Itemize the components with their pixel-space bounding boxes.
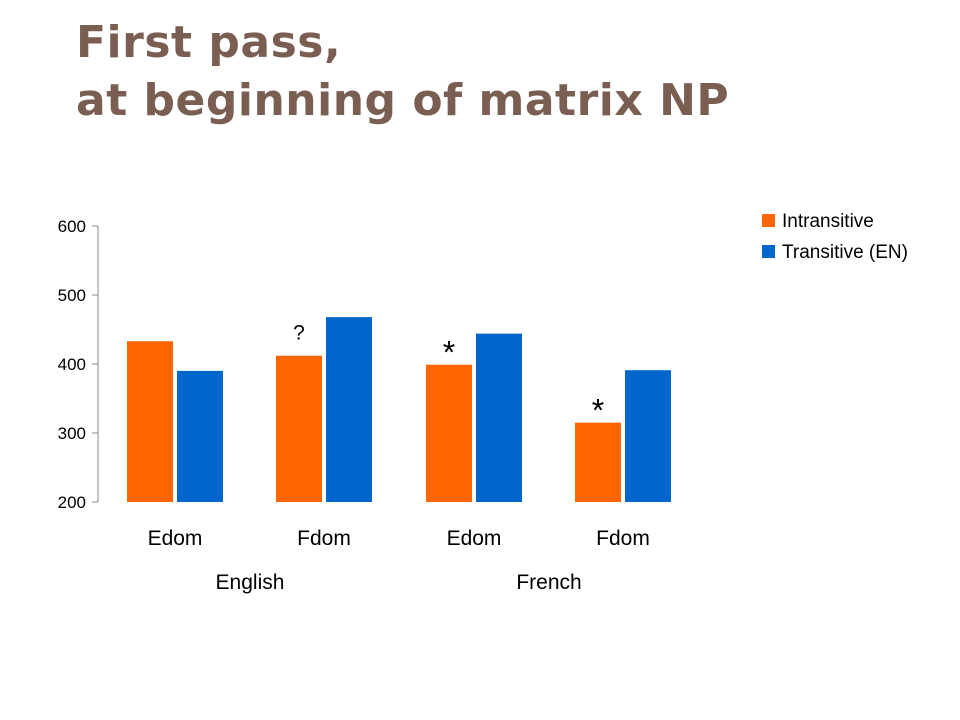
legend-swatch [762, 214, 775, 227]
significance-asterisk: * [443, 335, 455, 371]
y-tick-label: 200 [58, 493, 86, 512]
y-tick-label: 500 [58, 286, 86, 305]
y-tick-label: 600 [58, 217, 86, 236]
y-tick-label: 400 [58, 355, 86, 374]
title-line-2: at beginning of matrix NP [76, 75, 730, 126]
bar-intransitive [426, 364, 472, 502]
bar-intransitive [575, 422, 621, 502]
category-label: Fdom [297, 527, 351, 550]
bar-transitive [476, 333, 522, 502]
category-label: Edom [447, 527, 502, 550]
y-tick-label: 300 [58, 424, 86, 443]
significance-asterisk: * [592, 393, 604, 429]
category-label: Edom [148, 527, 203, 550]
group-label: French [516, 571, 581, 594]
legend-label: Intransitive [782, 211, 874, 232]
group-label: English [216, 571, 285, 594]
category-label: Fdom [596, 527, 650, 550]
title-line-1: First pass, [76, 17, 342, 68]
bar-intransitive [276, 355, 322, 502]
bar-intransitive [127, 341, 173, 502]
bar-transitive [326, 317, 372, 502]
slide-title: First pass, at beginning of matrix NP [76, 14, 729, 130]
bar-transitive [625, 370, 671, 502]
bar-transitive [177, 370, 223, 502]
question-mark-annotation: ? [293, 322, 305, 345]
legend-label: Transitive (EN) [782, 242, 908, 263]
legend-swatch [762, 245, 775, 258]
